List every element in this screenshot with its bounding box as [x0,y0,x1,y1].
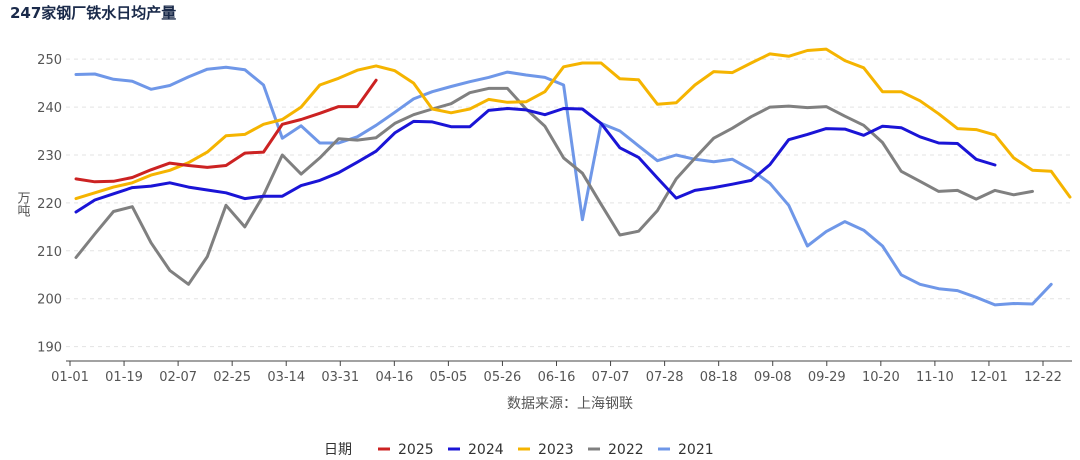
x-tick-label: 06-16 [538,370,576,385]
chart-title: 247家钢厂铁水日均产量 [10,4,177,22]
series-line-2022 [74,86,1034,286]
x-tick-label: 11-10 [916,370,954,385]
y-tick-label: 190 [37,341,62,356]
x-tick-label: 05-05 [429,370,467,385]
legend-label-2022: 2022 [608,442,644,458]
x-tick-label: 12-22 [1024,370,1062,385]
series-line-2025 [74,78,378,184]
y-tick-label: 200 [37,293,62,308]
y-axis-label: 万吨 [15,191,31,217]
x-tick-label: 07-07 [592,370,630,385]
x-tick-label: 03-14 [267,370,305,385]
x-tick-label: 02-07 [159,370,197,385]
legend: 日期 2025 2024 2023 2022 2021 [324,442,714,458]
x-tick-label: 07-28 [646,370,684,385]
x-axis-ticks: 01-01 01-19 02-07 02-25 03-14 03-31 04-16 05-05… [51,361,1062,385]
legend-label-2023: 2023 [538,442,574,458]
x-tick-label: 09-08 [754,370,792,385]
x-tick-label: 12-01 [970,370,1008,385]
y-tick-label: 220 [37,197,62,212]
legend-label-2024: 2024 [468,442,504,458]
series-line-2021 [74,65,1053,307]
legend-label-2025: 2025 [398,442,434,458]
x-tick-label: 01-01 [51,370,89,385]
y-axis-ticks: 190 200 210 220 230 240 250 [37,53,62,355]
x-tick-label: 08-18 [700,370,738,385]
x-tick-label: 10-20 [862,370,900,385]
x-tick-label: 02-25 [213,370,251,385]
series-line-2023 [74,47,1072,201]
x-tick-label: 03-31 [321,370,359,385]
legend-title: 日期 [324,442,352,458]
legend-items: 2025 2024 2023 2022 2021 [378,442,714,458]
y-tick-label: 210 [37,245,62,260]
x-axis-label: 数据来源：上海钢联 [507,396,633,412]
x-tick-label: 05-26 [484,370,522,385]
x-tick-label: 01-19 [105,370,143,385]
y-tick-label: 230 [37,149,62,164]
y-tick-label: 240 [37,101,62,116]
y-tick-label: 250 [37,53,62,68]
x-tick-label: 04-16 [375,370,413,385]
x-tick-label: 09-29 [808,370,846,385]
legend-label-2021: 2021 [678,442,714,458]
series-line-2024 [74,107,997,214]
series-lines [74,47,1072,307]
